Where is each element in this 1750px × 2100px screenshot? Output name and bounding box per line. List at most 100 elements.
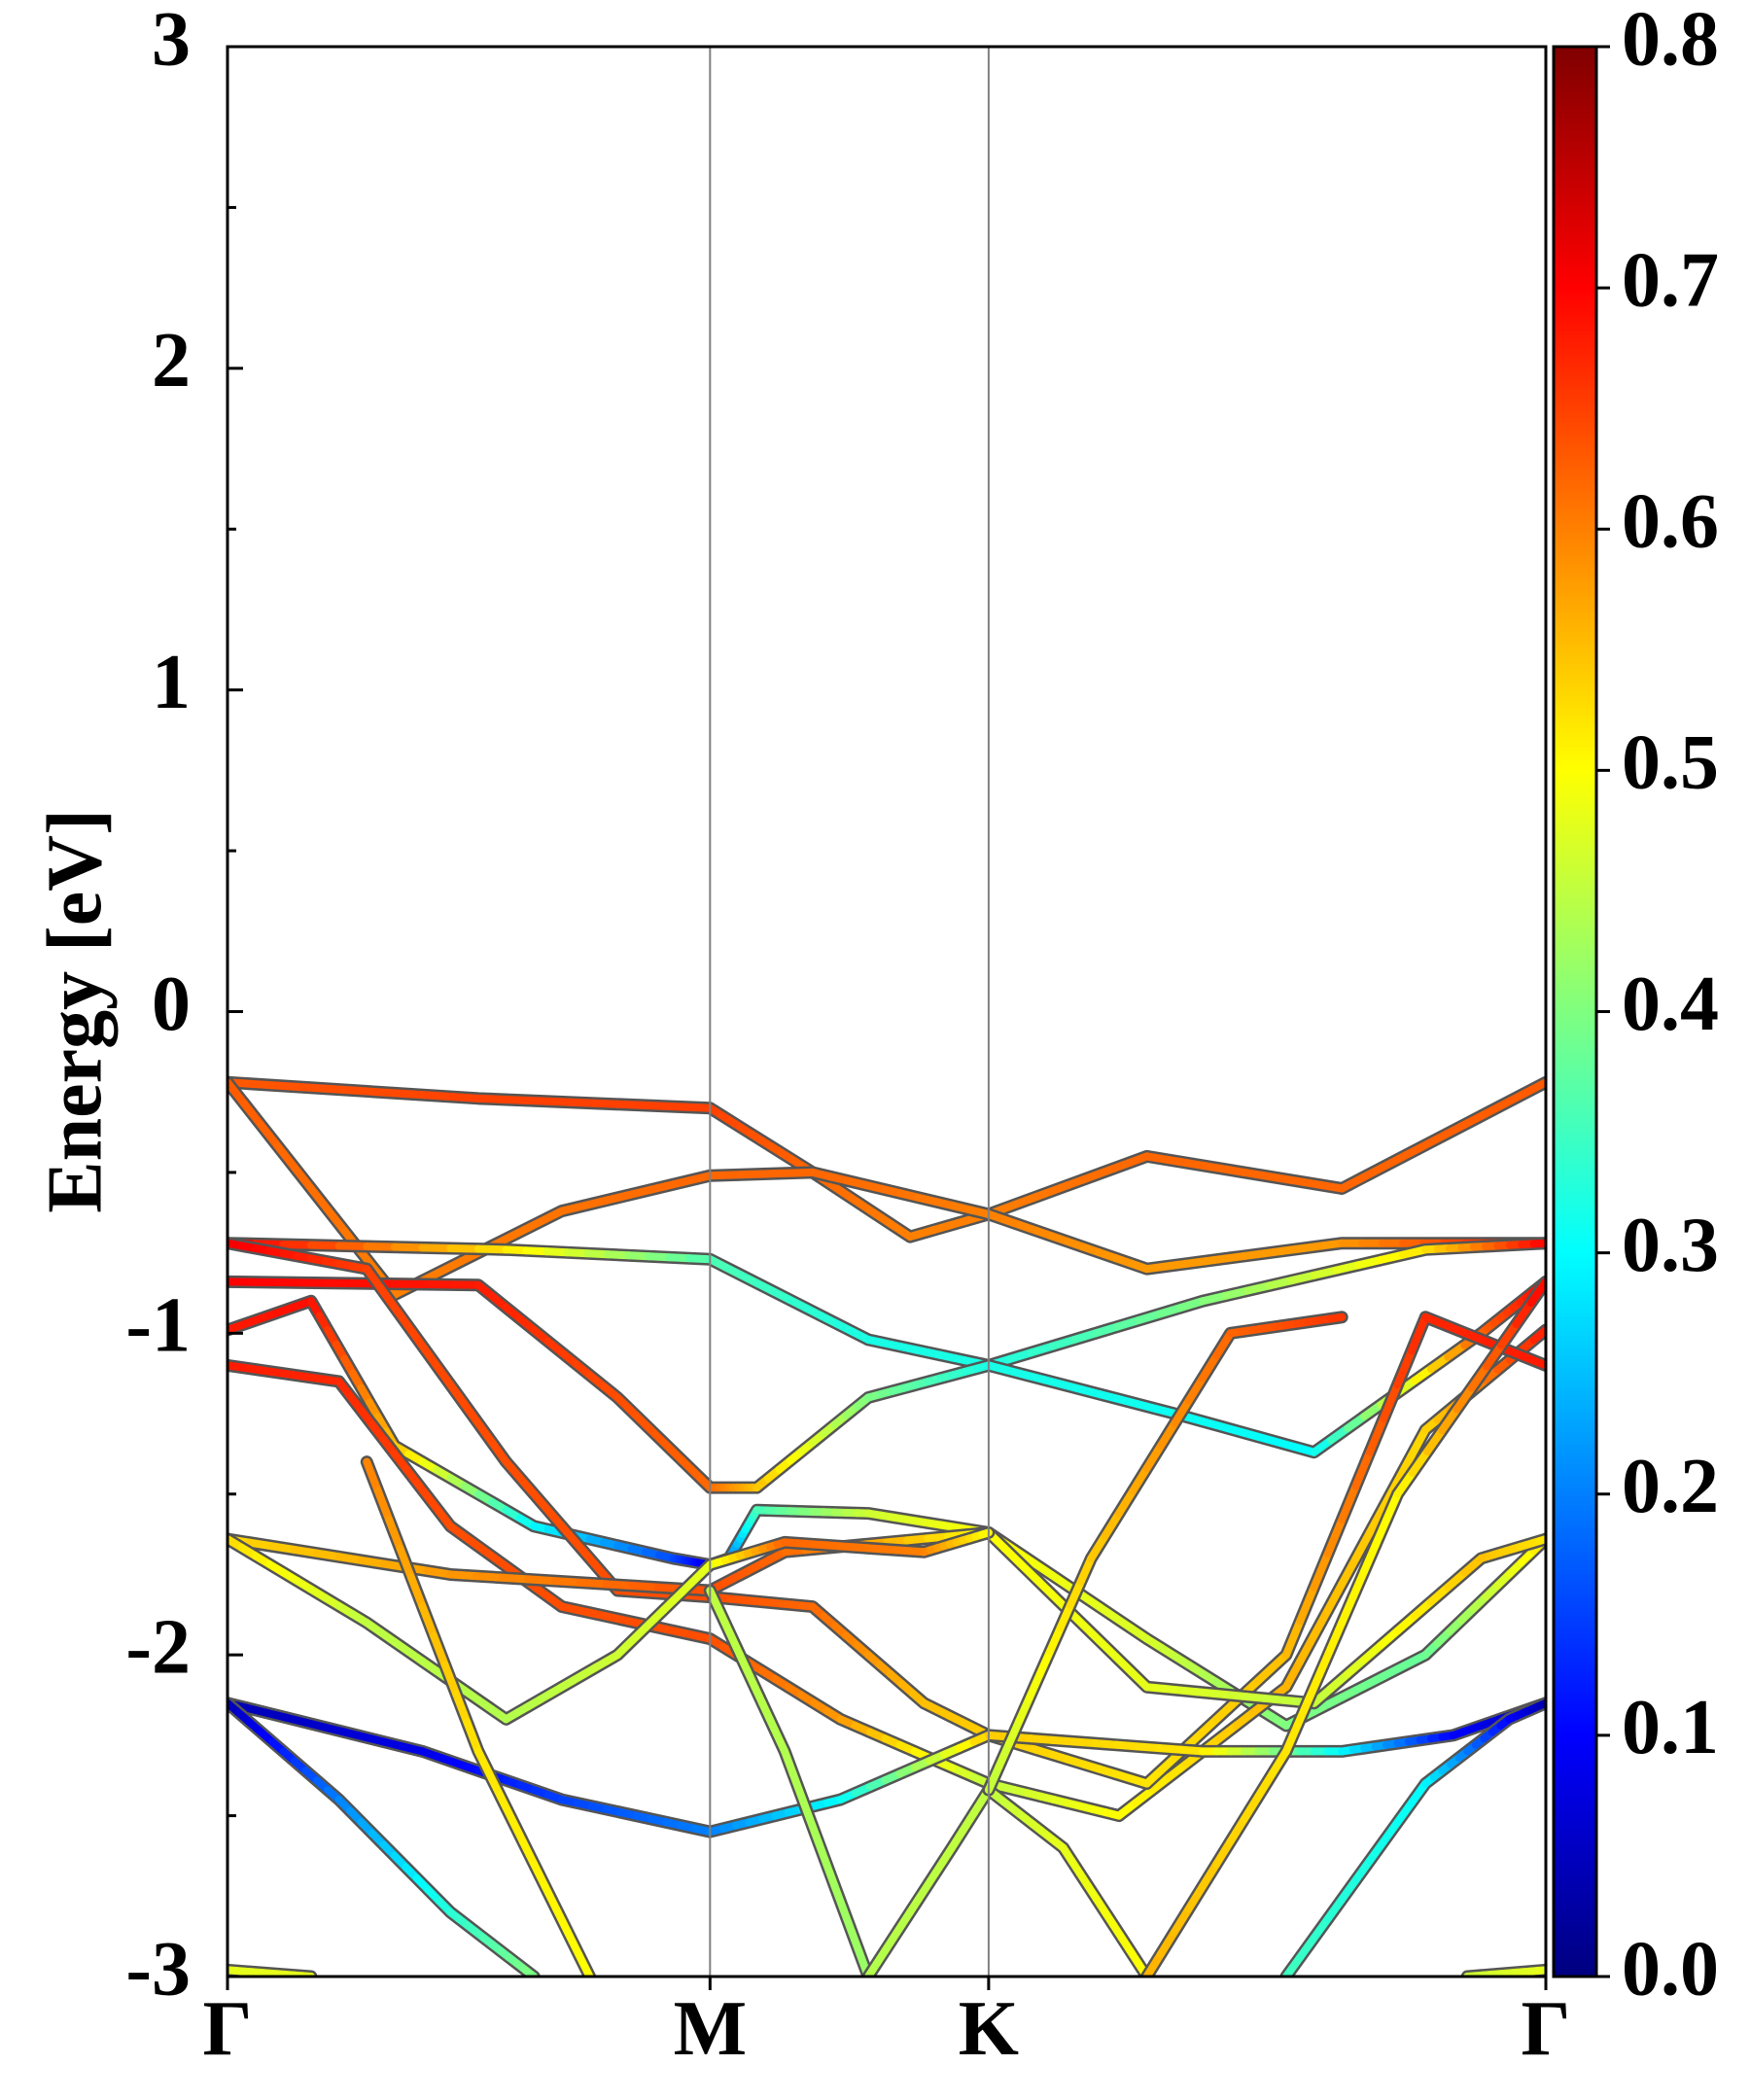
band-segment	[498, 1573, 533, 1584]
band-segment	[1326, 1312, 1347, 1323]
band-segment	[473, 1418, 497, 1447]
band-segment	[1351, 1528, 1374, 1562]
band-segment	[1114, 1487, 1138, 1518]
band-segment	[472, 1572, 507, 1582]
band-segment	[1407, 1425, 1430, 1460]
band-segment	[984, 1763, 1003, 1795]
band-segment	[407, 1573, 427, 1611]
band-segment	[552, 1905, 572, 1936]
band-segment	[1184, 1374, 1207, 1405]
band-segment	[473, 1244, 510, 1254]
y-tick-label: 1	[152, 640, 191, 725]
colorbar-tick-label: 0.3	[1622, 1203, 1719, 1288]
y-tick-label: 2	[152, 318, 191, 403]
band-segment	[432, 1361, 455, 1389]
band-segment	[1380, 1818, 1402, 1846]
band-segment	[463, 1718, 482, 1756]
band-segment	[363, 1242, 399, 1251]
band-segment	[1529, 1239, 1546, 1248]
band-segment	[430, 1631, 449, 1669]
band-segment	[1198, 1860, 1221, 1891]
band-segment	[363, 1457, 382, 1495]
band-segment	[279, 1241, 315, 1249]
band-series	[1140, 1275, 1546, 1977]
x-tick-label: Γ	[203, 1986, 253, 2072]
band-segment	[524, 1575, 559, 1586]
band-segment	[788, 1769, 806, 1801]
band-segment	[1365, 1838, 1388, 1865]
band-segment	[1035, 1647, 1055, 1679]
band-segment	[1338, 1554, 1360, 1589]
band-series	[228, 1697, 1546, 1838]
band-segment	[978, 1528, 993, 1539]
band-segment	[273, 1141, 298, 1172]
band-segment	[1407, 1312, 1430, 1355]
colorbar-tick-label: 0.1	[1622, 1685, 1719, 1770]
band-segment	[1156, 1927, 1179, 1958]
band-segment	[1087, 1531, 1109, 1562]
band-segment	[446, 1381, 469, 1409]
band-segment	[1365, 1502, 1388, 1537]
band-segment	[1296, 1631, 1318, 1665]
band-segment	[1056, 1600, 1075, 1632]
band-segment	[1483, 1341, 1506, 1371]
band-segment	[228, 1078, 249, 1108]
band-segment	[424, 1091, 458, 1102]
band-segment	[1438, 1405, 1461, 1435]
band-segment	[348, 1086, 382, 1097]
band-segment	[1529, 1356, 1546, 1370]
band-segment	[399, 1089, 433, 1100]
band-segment	[390, 1303, 413, 1331]
band-segment	[602, 1580, 637, 1591]
band-segment	[1380, 1381, 1402, 1423]
y-tick-label: -1	[125, 1283, 191, 1369]
band-segment	[1408, 1448, 1432, 1477]
band-segment	[1198, 1351, 1221, 1382]
band-segment	[1512, 1299, 1535, 1329]
band-segment	[814, 1838, 831, 1869]
band-segment	[1326, 1619, 1347, 1653]
band-segment	[1004, 1716, 1024, 1748]
band-segment	[1304, 1670, 1324, 1704]
band-segment	[1171, 1905, 1193, 1936]
band-series	[228, 1697, 541, 1977]
colorbar-tick-label: 0.0	[1622, 1926, 1719, 2012]
band-segment	[460, 1400, 482, 1427]
band-segment	[839, 1905, 856, 1936]
band-segment	[1026, 1670, 1044, 1701]
colorbar-tick-label: 0.4	[1622, 962, 1719, 1047]
band-outline	[228, 1697, 1546, 1838]
band-segment	[1315, 1644, 1335, 1679]
band-segment	[995, 1739, 1013, 1771]
band-segment	[1393, 1799, 1416, 1827]
band-segment	[324, 1084, 357, 1095]
x-tick-label: Γ	[1522, 1986, 1571, 2072]
band-series	[228, 1075, 1546, 1302]
colorbar-tick-label: 0.2	[1622, 1444, 1719, 1529]
band-segment	[496, 1792, 516, 1823]
band-segment	[1254, 1769, 1277, 1801]
band-segment	[1526, 1278, 1546, 1308]
band-segment	[240, 1100, 265, 1129]
band-segment	[1293, 1696, 1312, 1730]
band-segment	[1076, 1554, 1096, 1586]
colorbar-ticks: 0.8 0.7 0.6 0.5 0.4 0.3 0.2 0.1 0.0	[1596, 0, 1719, 2012]
band-segment	[418, 1602, 438, 1640]
band-segment	[847, 1927, 864, 1958]
band-segment	[449, 1093, 482, 1102]
band-segment	[1360, 1541, 1380, 1576]
band-segment	[404, 1322, 427, 1350]
band-segment	[1281, 1721, 1302, 1756]
band-segment	[1156, 1418, 1179, 1451]
band-segment	[797, 1792, 814, 1823]
band-segment	[1529, 1326, 1546, 1345]
band-segment	[1240, 1792, 1263, 1823]
band-segment	[257, 1120, 282, 1150]
band-segment	[385, 1516, 404, 1553]
band-segment	[396, 1544, 416, 1582]
band-segment	[334, 1242, 371, 1251]
band-segment	[550, 1577, 584, 1587]
band-segment	[306, 1241, 343, 1250]
band-segment	[1296, 1934, 1318, 1962]
band-segment	[1101, 1509, 1123, 1540]
